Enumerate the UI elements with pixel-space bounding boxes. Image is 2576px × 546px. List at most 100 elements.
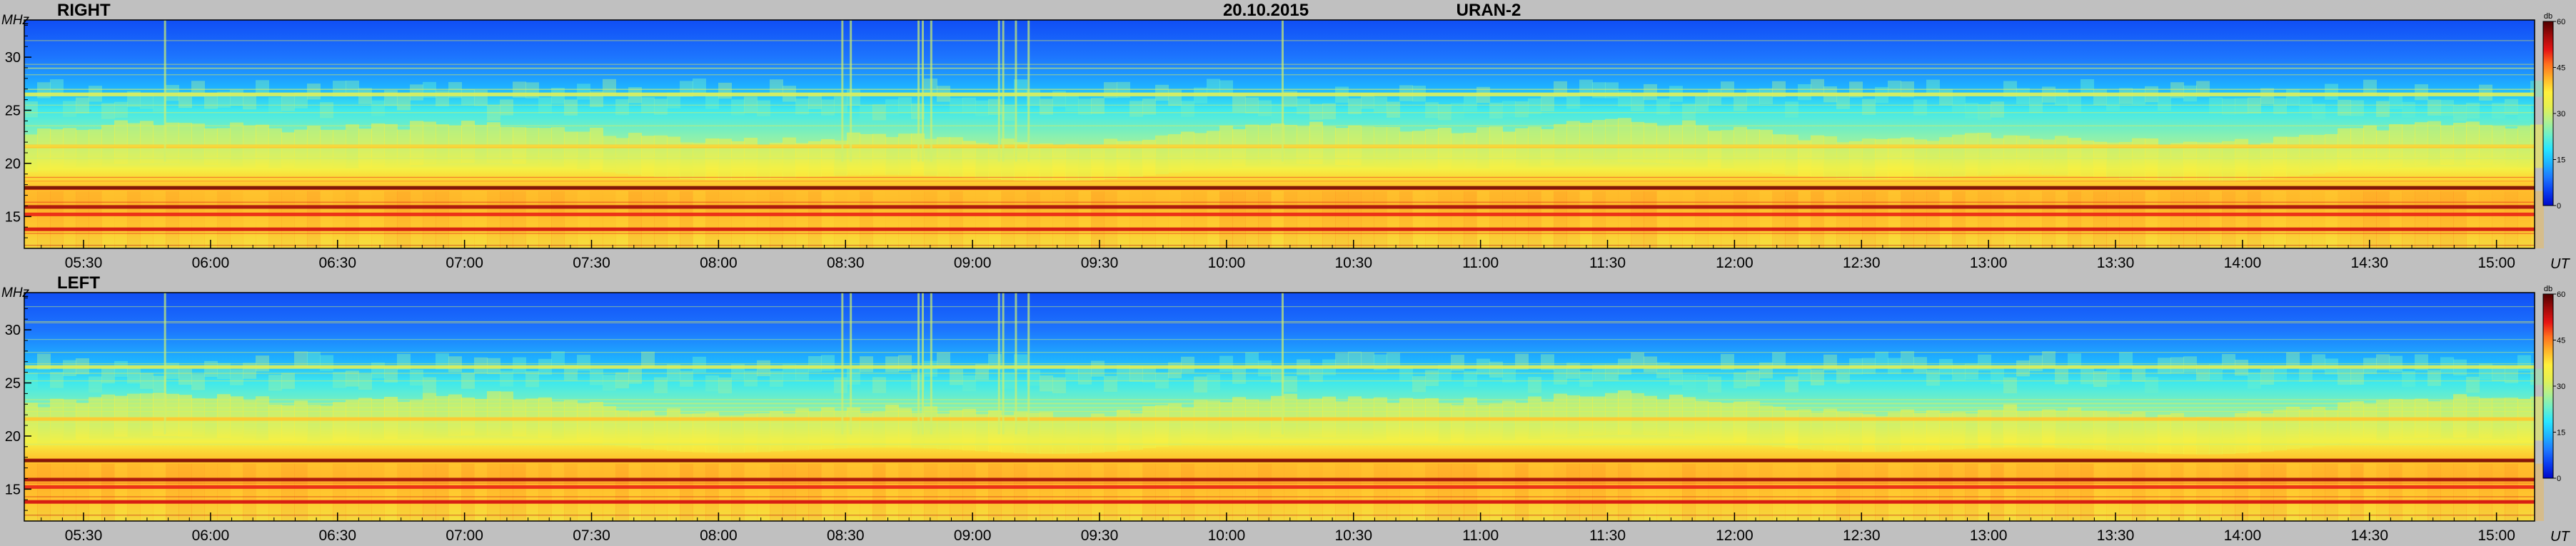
spectrum-patch [448, 463, 462, 521]
spectrum-patch [538, 463, 552, 521]
spectrum-patch [153, 96, 166, 112]
y-axis-label: MHz [1, 285, 30, 300]
spectrum-patch [1746, 463, 1760, 521]
spectrum-patch [140, 121, 154, 163]
spectrum-patch [1194, 191, 1207, 248]
spectrum-patch [2338, 463, 2351, 521]
spectrum-patch [718, 377, 732, 394]
spectrum-patch [2081, 463, 2094, 521]
spectrum-patch [2016, 191, 2030, 248]
spectrum-patch [230, 191, 243, 248]
spectrum-patch [911, 463, 925, 521]
spectrum-patch [950, 410, 963, 450]
spectrum-patch [1618, 390, 1631, 435]
spectrum-patch [1309, 103, 1323, 121]
spectrum-patch [1695, 374, 1709, 391]
spectrum-patch [693, 79, 706, 95]
spectrum-patch [2440, 463, 2454, 521]
spectrum-patch [1322, 396, 1336, 438]
spectrum-patch [2440, 357, 2454, 373]
spectrum-patch [1836, 368, 1850, 384]
spectrum-patch [1978, 463, 1991, 521]
spectrum-patch [1592, 396, 1606, 436]
spectrum-patch [1129, 141, 1143, 177]
spectrum-patch [1502, 101, 1516, 117]
spectrum-patch [1194, 463, 1207, 521]
spectrum-patch [1708, 376, 1721, 393]
spectrum-patch [320, 191, 333, 248]
y-tick-label: 30 [5, 323, 21, 338]
spectrum-patch [2209, 142, 2223, 182]
spectrum-patch [1888, 412, 1901, 452]
interference-line [24, 443, 2535, 445]
spectrum-patch [1168, 134, 1182, 173]
spectrum-patch [1682, 463, 1696, 521]
spectrum-patch [2003, 191, 2017, 248]
spectrum-patch [1284, 375, 1297, 393]
spectrum-patch [1309, 365, 1323, 383]
spectrum-patch [654, 135, 668, 178]
spectrum-patch [847, 191, 860, 248]
interference-line [24, 351, 2535, 353]
spectrum-patch [2338, 128, 2351, 171]
spectrum-patch [2466, 102, 2480, 119]
x-tick-label: 06:30 [318, 255, 356, 271]
spectrum-patch [397, 191, 411, 248]
spectrum-patch [2505, 191, 2518, 248]
spectrum-patch [1271, 123, 1284, 165]
spectrum-patch [2389, 191, 2403, 248]
spectrum-patch [2196, 463, 2210, 521]
spectrum-patch [821, 463, 835, 521]
spectrum-patch [2093, 191, 2107, 248]
spectrum-patch [114, 463, 128, 521]
spectrum-patch [693, 463, 706, 521]
spectrum-patch [384, 90, 398, 106]
spectrum-patch [577, 191, 590, 248]
spectrum-patch [2145, 463, 2158, 521]
spectrum-patch [1978, 103, 1991, 121]
spectrum-patch [76, 463, 89, 521]
spectrum-patch [178, 368, 192, 385]
spectrum-patch [1168, 403, 1182, 446]
spectrum-patch [1618, 118, 1631, 163]
spectrum-patch [1129, 101, 1143, 117]
spectrum-patch [1644, 395, 1657, 435]
spectrum-patch [1129, 191, 1143, 248]
spectrum-patch [1721, 191, 1734, 248]
spectrum-patch [2517, 191, 2531, 248]
spectrum-patch [1772, 134, 1786, 174]
spectrum-patch [2055, 191, 2068, 248]
spectrum-patch [1554, 368, 1567, 385]
interference-streak [997, 293, 1000, 435]
spectrum-patch [1451, 405, 1464, 442]
spectrum-patch [847, 368, 860, 385]
spectrum-patch [50, 463, 64, 521]
x-tick-label: 06:00 [192, 527, 230, 542]
spectrum-patch [615, 372, 629, 389]
spectrum-patch [1528, 191, 1541, 248]
spectrum-patch [2183, 141, 2197, 182]
spectrum-patch [1489, 191, 1503, 248]
spectrum-patch [2466, 463, 2480, 521]
spectrum-patch [1104, 138, 1117, 179]
spectrum-patch [2479, 463, 2492, 521]
spectrum-patch [718, 415, 732, 453]
spectrum-patch [50, 129, 64, 169]
spectrum-patch [243, 463, 256, 521]
spectrum-patch [1759, 129, 1773, 173]
x-tick-label: 08:00 [700, 255, 738, 271]
spectrum-patch [2260, 191, 2274, 248]
spectrum-patch [564, 131, 578, 168]
x-tick-label: 07:30 [573, 527, 610, 542]
spectrum-patch [1708, 89, 1721, 106]
spectrum-patch [2286, 89, 2300, 106]
interference-line [24, 64, 2535, 65]
spectrum-patch [975, 143, 989, 179]
spectrum-patch [705, 463, 719, 521]
spectrum-patch [461, 191, 475, 248]
spectrum-patch [37, 191, 51, 248]
spectrum-patch [770, 370, 783, 387]
spectrum-patch [89, 463, 102, 521]
spectrum-patch [1605, 118, 1619, 163]
spectrum-patch [346, 463, 359, 521]
